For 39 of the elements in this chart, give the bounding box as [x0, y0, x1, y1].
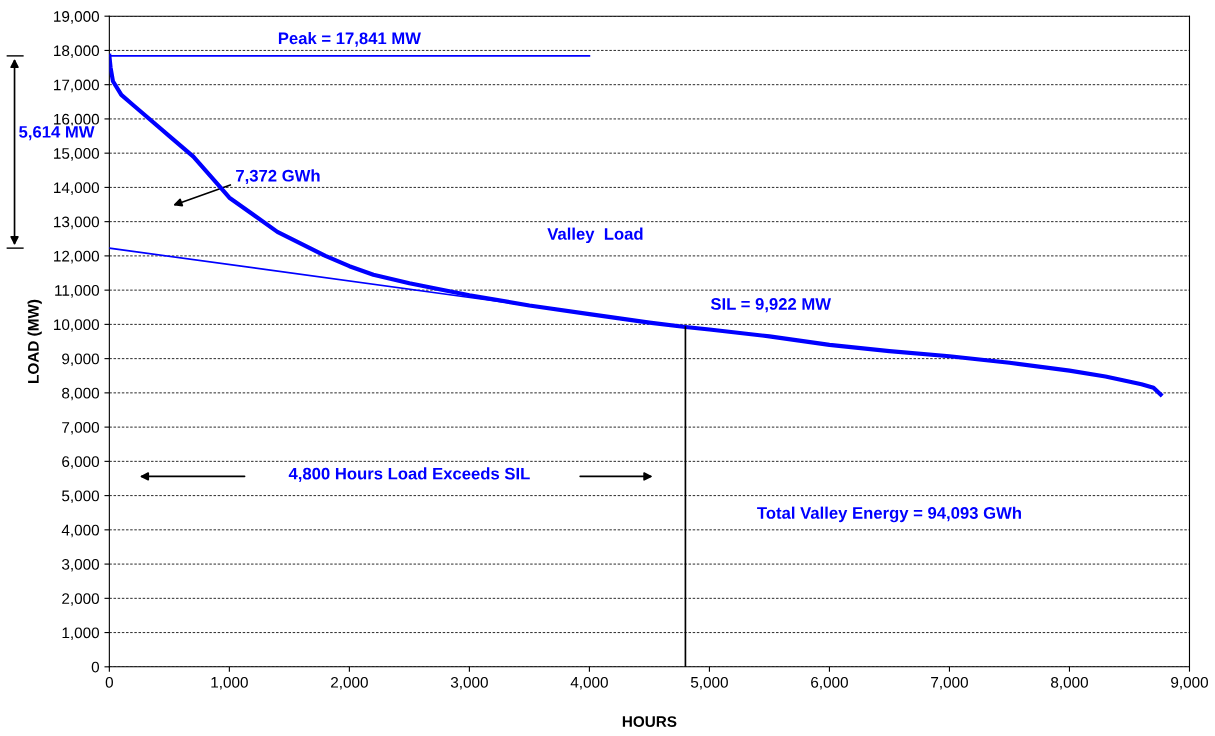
x-tick-label: 6,000	[811, 676, 848, 690]
annotation: Total Valley Energy = 94,093 GWh	[757, 506, 1021, 523]
annotation: SIL = 9,922 MW	[710, 298, 831, 313]
x-tick-label: 4,000	[570, 676, 608, 690]
x-tick-label: 1,000	[211, 676, 248, 690]
annotation: 7,372 GWh	[236, 169, 320, 185]
x-tick-label: 8,000	[1051, 676, 1088, 690]
y-tick-label: 0	[91, 661, 100, 673]
y-tick-label: 14,000	[54, 182, 100, 195]
y-tick-label: 9,000	[62, 353, 100, 367]
annotation: Peak = 17,841 MW	[278, 32, 421, 47]
y-tick-label: 13,000	[54, 216, 100, 230]
text: 5,614 MW	[19, 125, 95, 141]
y-tick-label: 18,000	[54, 45, 100, 58]
y-tick-label: 10,000	[54, 319, 100, 332]
annotation: Valley Load	[547, 227, 643, 244]
y-tick-label: 8,000	[62, 387, 100, 401]
y-tick-label: 3,000	[61, 558, 100, 572]
x-tick-label: 5,000	[690, 676, 728, 690]
y-tick-label: 2,000	[62, 593, 100, 606]
y-tick-label: 5,000	[62, 490, 100, 504]
y-tick-label: 12,000	[54, 250, 100, 264]
x-tick-label: 9,000	[1171, 676, 1209, 690]
y-tick-label: 4,000	[61, 524, 100, 538]
y-axis-title: LOAD (MW)	[27, 299, 42, 383]
y-tick-label: 15,000	[54, 148, 100, 161]
annotation: 4,800 Hours Load Exceeds SIL	[288, 467, 530, 482]
y-tick-label: 11,000	[55, 285, 100, 298]
y-tick-label: 16,000	[54, 113, 100, 127]
y-tick-label: 19,000	[54, 11, 100, 24]
y-tick-label: 7,000	[62, 421, 100, 435]
x-tick-label: 0	[105, 676, 113, 688]
y-tick-label: 17,000	[54, 79, 100, 93]
y-tick-label: 6,000	[62, 456, 100, 469]
x-tick-label: 7,000	[931, 676, 968, 690]
x-axis-title: HOURS	[622, 716, 677, 727]
x-tick-label: 3,000	[450, 676, 488, 690]
y-tick-label: 1,000	[62, 627, 100, 641]
x-tick-label: 2,000	[331, 676, 368, 690]
